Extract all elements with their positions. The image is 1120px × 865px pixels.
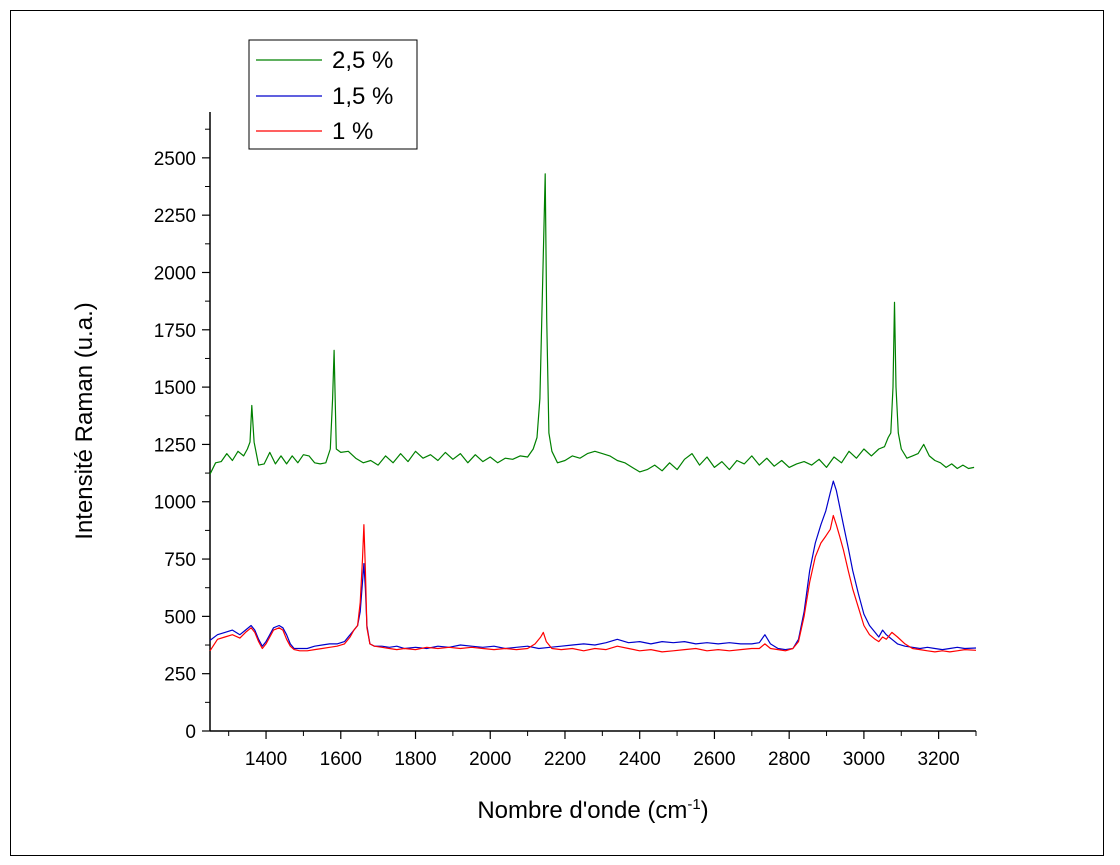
y-axis-title: Intensité Raman (u.a.) <box>71 302 98 539</box>
x-axis-title-superscript: -1 <box>687 796 700 813</box>
y-tick-label: 500 <box>164 607 196 628</box>
x-tick-label: 2800 <box>768 749 810 770</box>
x-tick-label: 3200 <box>917 749 959 770</box>
legend-item: 2,5 % <box>256 47 393 74</box>
chart-frame <box>10 10 1104 856</box>
series-line-1 <box>209 480 977 651</box>
legend-item: 1,5 % <box>256 83 393 110</box>
legend-item: 1 % <box>256 118 373 145</box>
y-tick-label: 2000 <box>154 263 196 284</box>
x-tick-label: 2600 <box>693 749 735 770</box>
x-tick-label: 2000 <box>469 749 511 770</box>
y-tick-label: 2250 <box>154 206 196 227</box>
x-axis-title-main: Nombre d'onde (cm <box>477 797 687 824</box>
y-tick-label: 1500 <box>154 378 196 399</box>
y-tick-label: 250 <box>164 665 196 686</box>
y-tick-label: 1750 <box>154 321 196 342</box>
legend-label: 2,5 % <box>332 47 393 74</box>
x-axis-title-suffix: ) <box>701 797 709 824</box>
y-tick-label: 1000 <box>154 493 196 514</box>
series-line-2 <box>209 514 977 653</box>
series-line-0 <box>209 173 975 475</box>
ticks: 1400 1600 1800 2000 2200 2400 2600 2800 3000 3200… <box>154 128 977 770</box>
x-tick-label: 1400 <box>245 749 287 770</box>
x-tick-label: 3000 <box>843 749 885 770</box>
legend: 2,5 % 1,5 % 1 % <box>248 39 418 150</box>
legend-label: 1,5 % <box>332 83 393 110</box>
y-tick-label: 0 <box>185 722 196 743</box>
y-tick-label: 750 <box>164 550 196 571</box>
x-tick-label: 2200 <box>544 749 586 770</box>
axes <box>209 112 976 732</box>
x-tick-label: 1600 <box>320 749 362 770</box>
y-tick-label: 1250 <box>154 435 196 456</box>
legend-label: 1 % <box>332 118 373 145</box>
x-axis-title: Nombre d'onde (cm-1) <box>477 796 708 824</box>
x-tick-label: 1800 <box>394 749 436 770</box>
x-tick-label: 2400 <box>619 749 661 770</box>
series-group <box>209 173 977 653</box>
y-tick-label: 2500 <box>154 149 196 170</box>
